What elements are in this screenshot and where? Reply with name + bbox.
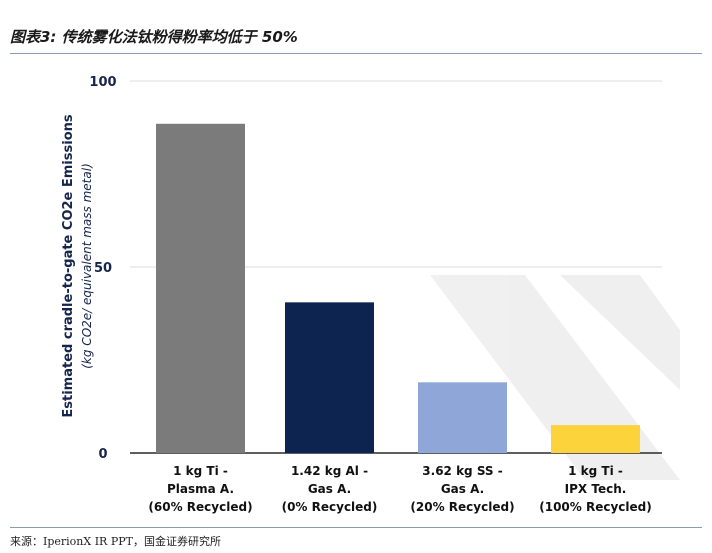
- y-axis-subtitle: (kg CO2e/ equivalent mass metal): [80, 163, 94, 369]
- bar: [156, 123, 245, 453]
- x-tick-label: (20% Recycled): [410, 500, 514, 514]
- y-axis-title: Estimated cradle-to-gate CO2e Emissions: [61, 114, 76, 417]
- x-tick-label: Gas A.: [441, 482, 484, 496]
- bottom-divider: [10, 527, 702, 528]
- x-tick-label: 3.62 kg SS -: [422, 464, 502, 478]
- y-tick-label: 100: [89, 75, 116, 90]
- source-note: 来源：IperionX IR PPT，国金证券研究所: [10, 535, 221, 548]
- x-tick-label: (100% Recycled): [539, 500, 652, 514]
- x-tick-label: Plasma A.: [167, 482, 234, 496]
- bar-chart: 0 50 100 1 kg Ti - Plasma A. (60% Recycled) 1.…: [61, 75, 680, 514]
- x-tick-label: (60% Recycled): [148, 500, 252, 514]
- figure-title: 图表3: 传统雾化法钛粉得粉率均低于 50%: [10, 28, 298, 46]
- y-tick-label: 50: [94, 261, 112, 276]
- x-tick-label: 1.42 kg Al -: [291, 464, 368, 478]
- bar: [418, 382, 507, 453]
- bar: [551, 425, 640, 453]
- x-tick-label: IPX Tech.: [565, 482, 627, 496]
- top-divider: [10, 53, 702, 54]
- x-tick-label: 1 kg Ti -: [568, 464, 623, 478]
- x-tick-label: 1 kg Ti -: [173, 464, 228, 478]
- bar: [285, 302, 374, 453]
- x-tick-label: (0% Recycled): [282, 500, 378, 514]
- x-tick-label: Gas A.: [308, 482, 351, 496]
- y-tick-label: 0: [98, 447, 107, 462]
